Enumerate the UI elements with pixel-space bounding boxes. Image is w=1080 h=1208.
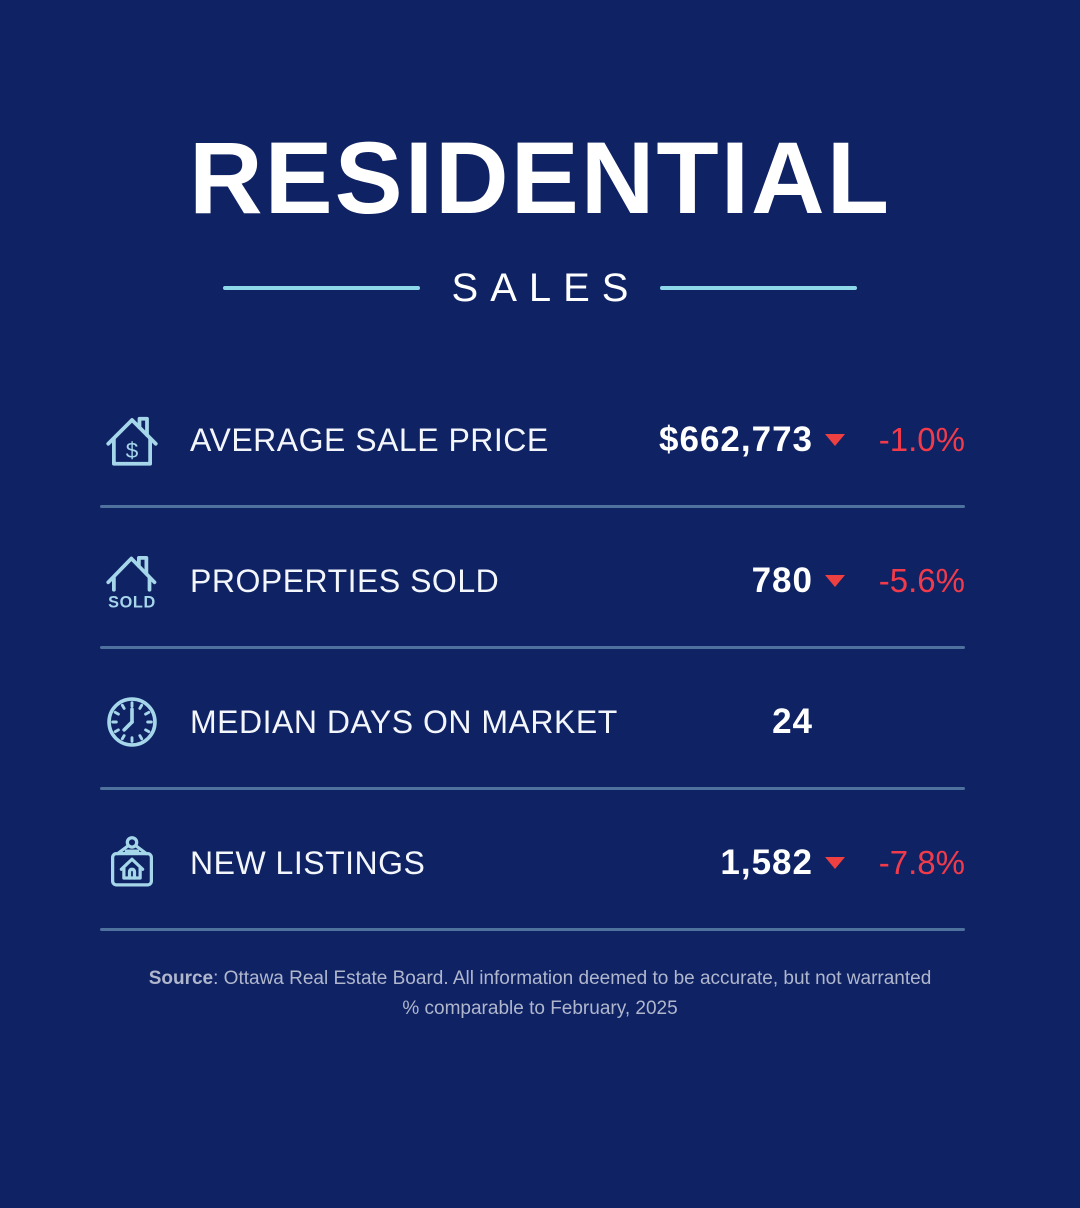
- divider: [100, 787, 965, 790]
- clock-icon: [100, 690, 164, 754]
- stat-change: -5.6%: [878, 562, 965, 599]
- residential-sales-infographic: RESIDENTIAL SALES $ AVERAGE SALE PRICE $…: [0, 121, 1080, 1208]
- stat-row-average-sale-price: $ AVERAGE SALE PRICE $662,773 -1.0%: [100, 392, 965, 488]
- divider: [100, 646, 965, 649]
- stat-row-properties-sold: SOLD PROPERTIES SOLD 780 -5.6%: [100, 533, 965, 629]
- subtitle-row: SALES: [0, 264, 1080, 312]
- stat-label: AVERAGE SALE PRICE: [190, 421, 549, 458]
- source-note: Source: Ottawa Real Estate Board. All in…: [0, 964, 1080, 994]
- stat-value: 780: [751, 561, 813, 600]
- comparison-note: % comparable to February, 2025: [402, 998, 678, 1019]
- stat-value: 1,582: [720, 843, 813, 882]
- stats-list: $ AVERAGE SALE PRICE $662,773 -1.0% SO: [100, 392, 965, 931]
- sign-house-icon: [100, 831, 164, 895]
- house-sold-icon: SOLD: [100, 549, 164, 613]
- arrow-down-icon: [813, 575, 857, 587]
- stat-label: MEDIAN DAYS ON MARKET: [190, 703, 618, 740]
- arrow-down-icon: [813, 857, 857, 869]
- subtitle-line-left: [222, 286, 420, 290]
- page-title: RESIDENTIAL: [188, 121, 892, 235]
- footer: Source: Ottawa Real Estate Board. All in…: [0, 964, 1080, 1024]
- stat-row-median-days-on-market: MEDIAN DAYS ON MARKET 24: [100, 674, 965, 770]
- divider: [100, 928, 965, 931]
- source-text: : Ottawa Real Estate Board. All informat…: [213, 968, 932, 989]
- stat-label: PROPERTIES SOLD: [190, 562, 500, 599]
- source-label: Source: [148, 968, 214, 989]
- stat-label: NEW LISTINGS: [190, 844, 426, 881]
- page-subtitle: SALES: [451, 266, 641, 310]
- stat-row-new-listings: NEW LISTINGS 1,582 -7.8%: [100, 815, 965, 911]
- stat-value: $662,773: [659, 420, 813, 459]
- subtitle-line-right: [660, 286, 858, 290]
- house-dollar-icon: $: [100, 408, 164, 472]
- stat-change: -1.0%: [878, 421, 965, 458]
- divider: [100, 505, 965, 508]
- arrow-down-icon: [813, 434, 857, 446]
- icon-label-dollar: $: [126, 438, 139, 463]
- stat-change: -7.8%: [878, 844, 965, 881]
- stat-value: 24: [772, 702, 813, 741]
- icon-label-sold: SOLD: [108, 593, 156, 611]
